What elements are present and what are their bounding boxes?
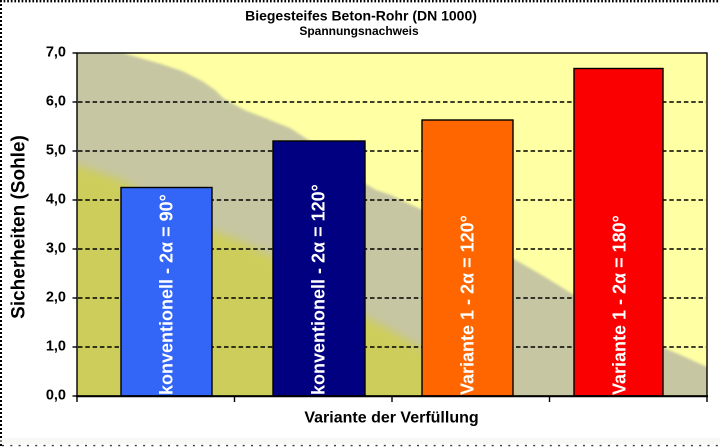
svg-text:6,0: 6,0 <box>46 94 66 110</box>
svg-text:konventionell - 2α = 90°: konventionell - 2α = 90° <box>157 194 177 395</box>
svg-text:1,0: 1,0 <box>46 339 66 355</box>
svg-text:4,0: 4,0 <box>46 192 66 208</box>
svg-text:0,0: 0,0 <box>46 388 66 404</box>
svg-text:Variante 1 - 2α = 180°: Variante 1 - 2α = 180° <box>610 215 630 395</box>
svg-text:2,0: 2,0 <box>46 290 66 306</box>
svg-text:3,0: 3,0 <box>46 241 66 257</box>
svg-text:Sicherheiten (Sohle): Sicherheiten (Sohle) <box>9 135 30 319</box>
svg-text:5,0: 5,0 <box>46 143 66 159</box>
svg-text:7,0: 7,0 <box>46 45 66 61</box>
svg-text:Variante der Verfüllung: Variante der Verfüllung <box>304 410 478 427</box>
svg-text:Biegesteifes Beton-Rohr (DN 10: Biegesteifes Beton-Rohr (DN 1000) <box>245 8 477 24</box>
svg-text:konventionell - 2α = 120°: konventionell - 2α = 120° <box>309 184 329 395</box>
svg-text:Spannungsnachweis: Spannungsnachweis <box>299 24 419 38</box>
svg-text:Variante 1 - 2α = 120°: Variante 1 - 2α = 120° <box>458 215 478 395</box>
